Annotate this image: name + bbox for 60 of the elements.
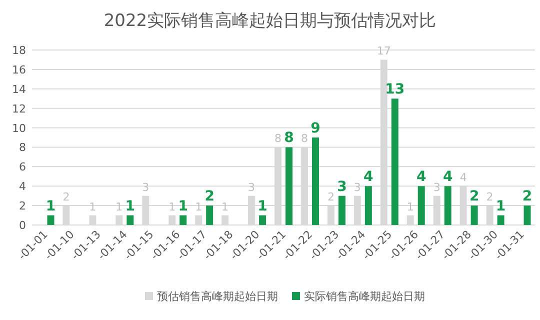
y-tick-label: 10	[12, 122, 26, 135]
data-label: 2	[62, 190, 70, 204]
data-label: 1	[116, 200, 123, 214]
bar	[126, 215, 134, 225]
data-label: 8	[300, 132, 308, 146]
data-label: 2	[327, 190, 334, 204]
chart-title: 2022实际销售高峰起始日期与预估情况对比	[104, 11, 436, 31]
y-tick-label: 16	[12, 63, 26, 76]
bar	[497, 215, 504, 225]
data-label: 4	[364, 169, 374, 186]
bar	[524, 206, 531, 225]
data-label: 1	[178, 198, 188, 214]
data-label: 3	[354, 180, 361, 194]
y-tick-label: 6	[19, 160, 26, 174]
bar	[418, 186, 425, 225]
data-label: 8	[274, 132, 282, 146]
data-label: 17	[376, 44, 391, 58]
data-label: 1	[46, 198, 56, 214]
data-label: 2	[522, 188, 532, 205]
data-label: 8	[284, 130, 294, 146]
data-label: 3	[142, 180, 150, 194]
data-label: 1	[168, 200, 176, 214]
y-tick-label: 0	[19, 219, 26, 232]
legend-label: 预估销售高峰期起始日期	[157, 290, 278, 303]
data-label: 2	[486, 190, 494, 204]
data-label: 3	[337, 178, 347, 195]
data-label: 1	[258, 198, 268, 214]
data-label: 2	[204, 188, 214, 205]
data-label: 4	[460, 171, 467, 184]
bar	[391, 98, 398, 225]
y-tick-label: 8	[19, 141, 26, 154]
bar	[286, 147, 292, 225]
data-label: 2	[469, 188, 480, 205]
data-label: 1	[222, 200, 229, 214]
bar	[470, 206, 478, 225]
bar	[444, 186, 452, 225]
y-tick-label: 14	[12, 82, 26, 96]
y-tick-label: 4	[19, 180, 26, 194]
data-label: 1	[125, 198, 136, 214]
legend-label: 实际销售高峰期起始日期	[304, 290, 425, 303]
data-label: 13	[385, 82, 405, 98]
data-label: 3	[433, 180, 440, 194]
data-label: 1	[89, 200, 96, 214]
data-label: 3	[248, 180, 256, 194]
y-tick-label: 12	[12, 102, 26, 116]
bar	[259, 215, 266, 225]
bar	[47, 215, 54, 225]
bar	[338, 196, 346, 225]
bar	[312, 138, 319, 225]
data-label: 1	[406, 200, 414, 214]
y-tick-label: 18	[12, 44, 26, 57]
data-label: 1	[496, 198, 506, 214]
data-label: 4	[416, 169, 426, 186]
data-label: 1	[195, 200, 202, 214]
data-label: 4	[442, 169, 453, 186]
data-label: 9	[310, 120, 320, 136]
bar	[364, 186, 372, 225]
bar	[180, 215, 187, 225]
bar	[206, 206, 214, 225]
y-tick-label: 2	[19, 200, 26, 213]
